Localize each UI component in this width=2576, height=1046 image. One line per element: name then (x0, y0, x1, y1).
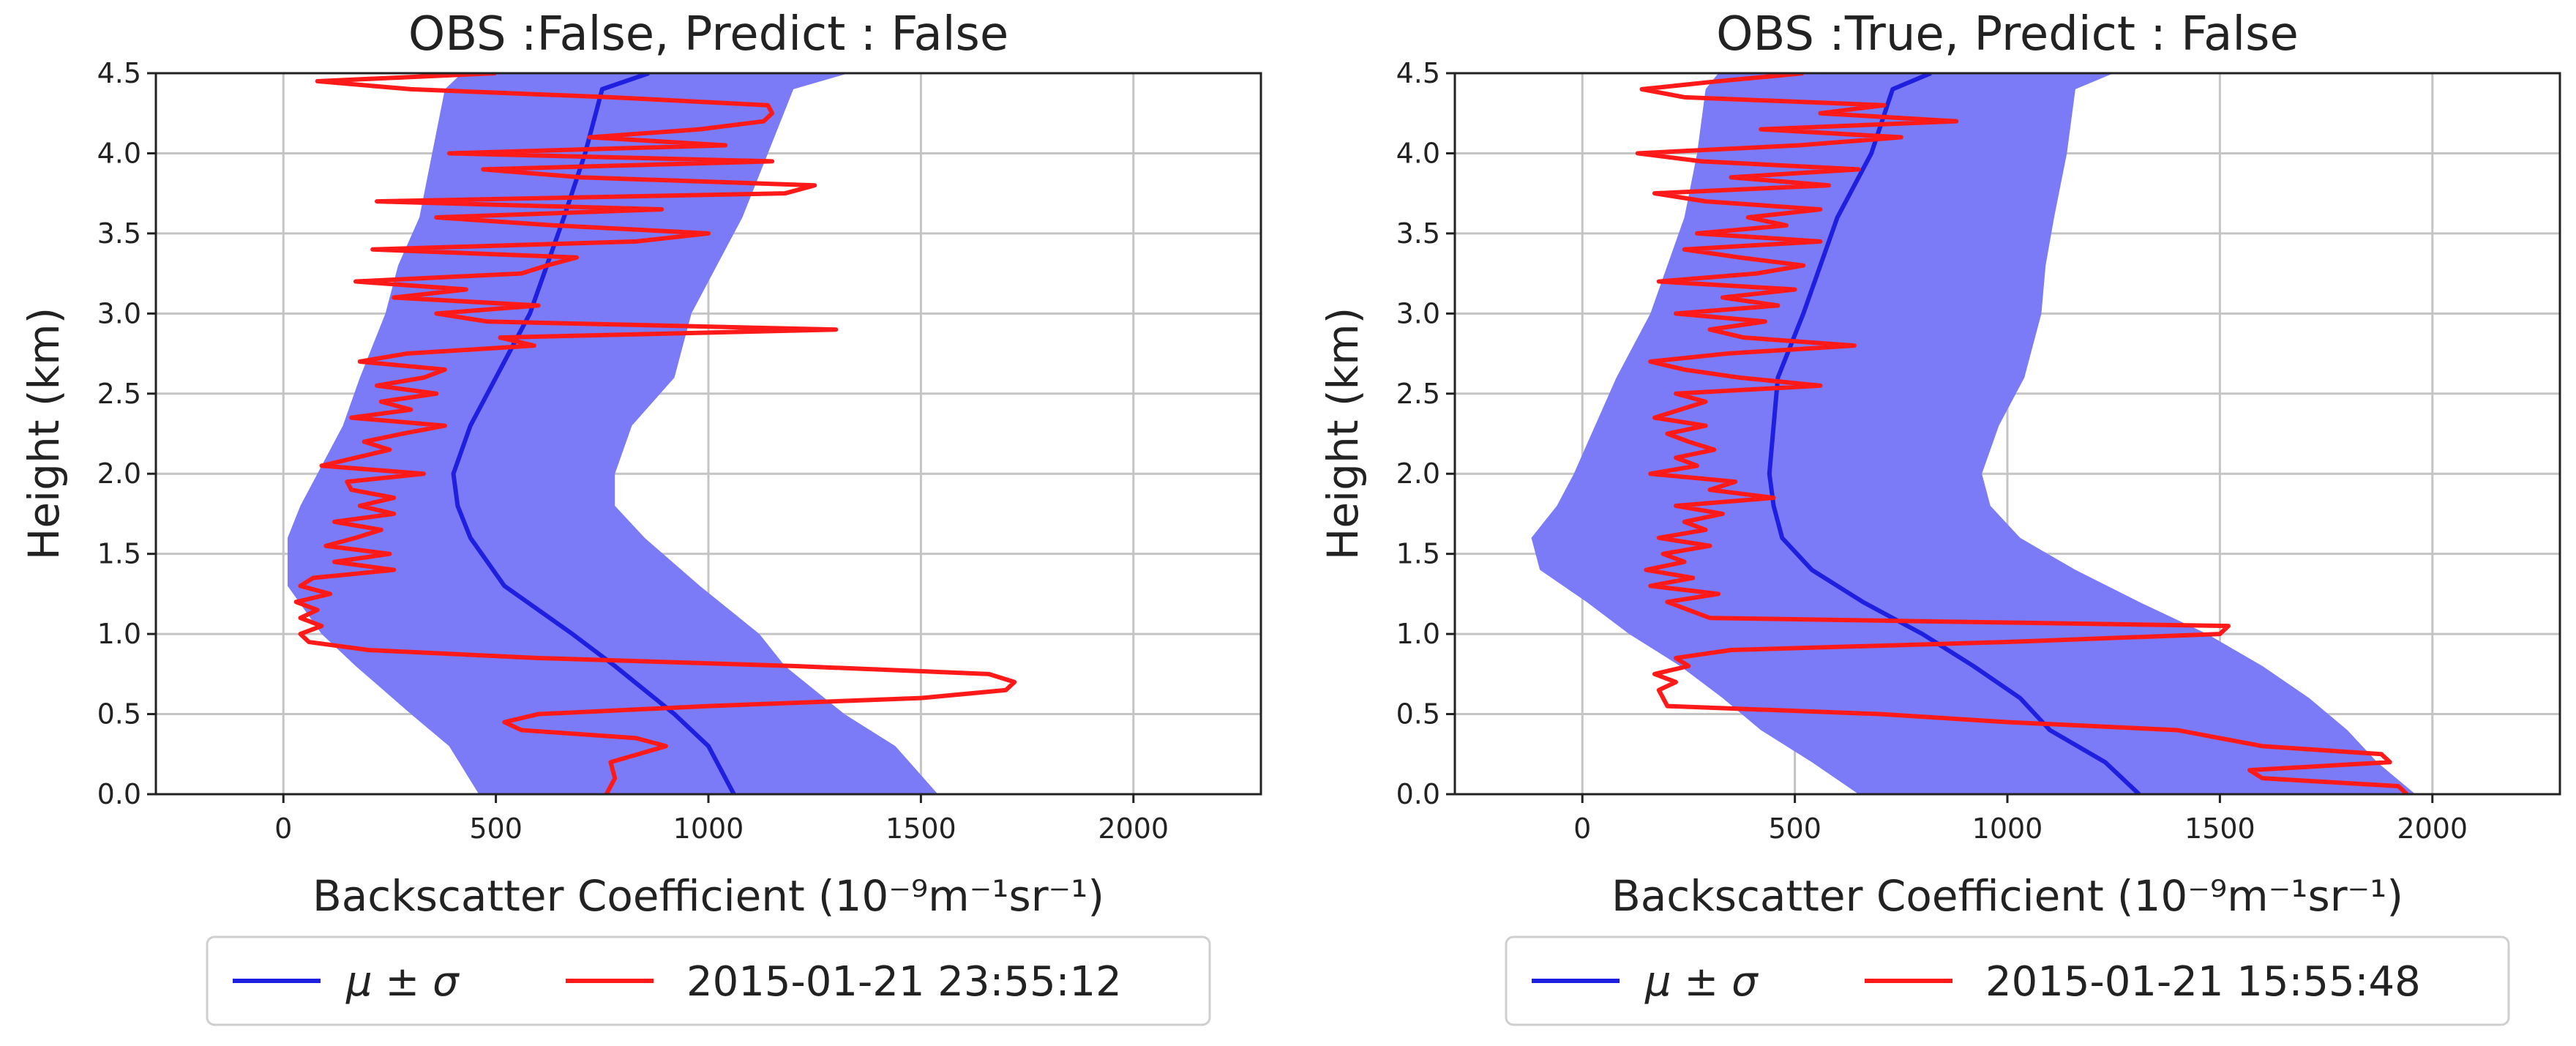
x-tick-label: 500 (469, 812, 523, 845)
y-tick-label: 2.0 (1396, 457, 1440, 490)
y-tick-label: 4.5 (97, 57, 141, 89)
y-tick-label: 0.5 (1396, 698, 1440, 731)
legend-label-mean: μ ± σ (1644, 958, 1759, 1006)
y-tick-label: 2.5 (1396, 378, 1440, 410)
x-axis-label: Backscatter Coefficient (10⁻⁹m⁻¹sr⁻¹) (1611, 871, 2403, 921)
x-axis-label-text: Backscatter Coefficient (1611, 871, 2104, 921)
x-tick-label: 2000 (2397, 812, 2468, 845)
y-tick-label: 3.5 (1396, 217, 1440, 250)
legend-frame (1505, 935, 2510, 1026)
x-tick-label: 1000 (1972, 812, 2043, 845)
x-tick-label: 0 (274, 812, 292, 845)
x-tick-label: 2000 (1098, 812, 1169, 845)
y-tick-label: 1.5 (97, 538, 141, 570)
y-tick-label: 1.5 (1396, 538, 1440, 570)
chart-title: OBS :False, Predict : False (408, 7, 1008, 61)
x-axis-label-unit: (10⁻⁹m⁻¹sr⁻¹) (2117, 871, 2403, 921)
y-tick-label: 3.0 (97, 297, 141, 329)
plot-data (288, 73, 1017, 794)
chart-title: OBS :True, Predict : False (1716, 7, 2299, 61)
legend: μ ± σ 2015-01-21 23:55:12 (206, 935, 1211, 1026)
x-tick-label: 0 (1573, 812, 1591, 845)
x-axis-label-text: Backscatter Coefficient (312, 871, 805, 921)
y-tick-label: 0.5 (97, 698, 141, 731)
x-axis-label-unit: (10⁻⁹m⁻¹sr⁻¹) (818, 871, 1104, 921)
x-tick-label: 1000 (673, 812, 744, 845)
y-tick-label: 4.0 (1396, 137, 1440, 169)
std-band-area (288, 73, 938, 794)
x-tick-label: 500 (1768, 812, 1821, 845)
y-tick-label: 0.0 (97, 778, 141, 810)
legend: μ ± σ 2015-01-21 15:55:48 (1505, 935, 2510, 1026)
y-tick-label: 1.0 (1396, 618, 1440, 650)
std-band-area (1531, 73, 2416, 794)
observation-line (1635, 73, 2408, 794)
legend-frame (206, 935, 1211, 1026)
chart-panel-2: 0 500 1000 1500 2000 0.0 0.5 1.0 1.5 2.0 2.5 3.0 3.5… (1318, 7, 2561, 1026)
y-tick-label: 3.0 (1396, 297, 1440, 329)
x-tick-label: 1500 (2184, 812, 2255, 845)
legend-label-observation: 2015-01-21 23:55:12 (686, 958, 1122, 1006)
x-tick-label: 1500 (886, 812, 956, 845)
legend-label-observation: 2015-01-21 15:55:48 (1985, 958, 2421, 1006)
y-tick-label: 0.0 (1396, 778, 1440, 810)
plot-data (1531, 73, 2416, 794)
chart-panel-1: 0 500 1000 1500 2000 0.0 0.5 1.0 1.5 2.0 2.5 3.0 3.5… (19, 7, 1262, 1026)
mean-line (1767, 73, 2141, 794)
y-tick-label: 3.5 (97, 217, 141, 250)
y-tick-label: 4.5 (1396, 57, 1440, 89)
legend-label-mean: μ ± σ (345, 958, 460, 1006)
y-axis-label: Height (km) (19, 307, 69, 561)
y-tick-label: 4.0 (97, 137, 141, 169)
observation-line (293, 73, 1017, 794)
y-axis-label: Height (km) (1318, 307, 1368, 561)
y-tick-label: 2.5 (97, 378, 141, 410)
x-axis-label: Backscatter Coefficient (10⁻⁹m⁻¹sr⁻¹) (312, 871, 1104, 921)
y-tick-label: 1.0 (97, 618, 141, 650)
y-tick-label: 2.0 (97, 457, 141, 490)
